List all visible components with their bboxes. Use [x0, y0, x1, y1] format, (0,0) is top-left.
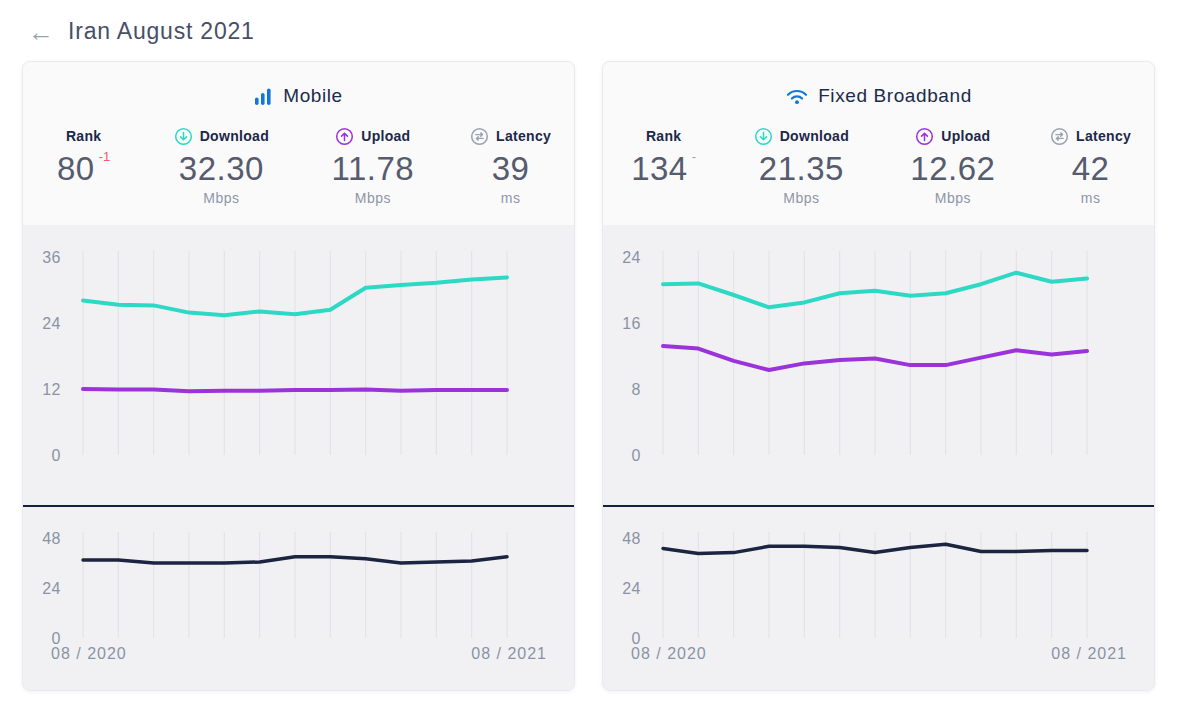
mobile-stats: Rank 80 -1 Download 32.30 Mbps: [23, 113, 574, 225]
stat-upload: Upload 11.78 Mbps: [298, 125, 447, 207]
cards-row: Mobile Rank 80-1 Download: [22, 61, 1155, 691]
signal-bars-icon: [254, 88, 274, 105]
svg-text:08 / 2020: 08 / 2020: [631, 645, 707, 662]
fixed-broadband-card: Fixed Broadband Rank 134- Download: [602, 61, 1155, 691]
download-unit: Mbps: [203, 190, 239, 207]
fixed-charts: 24 16 8 0 48 24 0 08 / 2020 08 / 2021: [603, 225, 1154, 690]
fixed-latency-chart: 4824008 / 202008 / 2021: [603, 507, 1154, 690]
svg-text:0: 0: [632, 447, 641, 464]
mobile-card: Mobile Rank 80 -1 Download: [22, 61, 575, 691]
svg-text:08 / 2021: 08 / 2021: [471, 645, 547, 662]
mobile-charts: 36 24 12 0 48 24 0 08 / 2020 08 / 2021: [23, 225, 574, 690]
page-header: ← Iran August 2021: [28, 18, 1155, 45]
rank-label: Rank: [66, 128, 101, 144]
upload-unit: Mbps: [355, 190, 391, 207]
svg-text:24: 24: [42, 315, 61, 332]
download-unit: Mbps: [783, 190, 819, 207]
card-title: Mobile: [283, 85, 343, 107]
svg-text:48: 48: [622, 530, 641, 547]
latency-label: Latency: [1076, 128, 1131, 144]
latency-value: 39: [492, 150, 530, 187]
svg-text:16: 16: [622, 315, 641, 332]
rank-change-badge: -1: [99, 149, 111, 164]
stat-latency: Latency 39 ms: [447, 125, 574, 207]
stat-upload: Upload 12.62 Mbps: [878, 125, 1027, 207]
mobile-latency-chart: 4824008 / 202008 / 2021: [23, 507, 574, 690]
fixed-card-top: Fixed Broadband Rank 134- Download: [603, 62, 1154, 225]
mobile-card-top: Mobile Rank 80 -1 Download: [23, 62, 574, 225]
upload-value: 11.78: [332, 150, 415, 187]
stat-rank: Rank 134-: [603, 125, 724, 207]
download-icon: [754, 127, 773, 146]
upload-value: 12.62: [910, 150, 995, 187]
download-value: 21.35: [759, 150, 844, 187]
stat-download: Download 32.30 Mbps: [144, 125, 298, 207]
svg-text:08 / 2020: 08 / 2020: [51, 645, 127, 662]
mobile-card-title-row: Mobile: [23, 79, 574, 113]
page-title: Iran August 2021: [68, 18, 255, 45]
upload-unit: Mbps: [935, 190, 971, 207]
upload-icon: [335, 127, 354, 146]
svg-text:24: 24: [42, 580, 61, 597]
download-value: 32.30: [179, 150, 264, 187]
download-icon: [174, 127, 193, 146]
wifi-icon: [785, 87, 809, 105]
download-label: Download: [780, 128, 849, 144]
download-label: Download: [200, 128, 269, 144]
stat-latency: Latency 42 ms: [1027, 125, 1154, 207]
rank-label: Rank: [646, 128, 681, 144]
latency-label: Latency: [496, 128, 551, 144]
svg-text:8: 8: [632, 381, 641, 398]
stat-download: Download 21.35 Mbps: [724, 125, 878, 207]
latency-value: 42: [1072, 150, 1110, 187]
stat-rank: Rank 80 -1: [23, 125, 144, 207]
rank-value: 80: [57, 150, 95, 187]
svg-text:48: 48: [42, 530, 61, 547]
upload-label: Upload: [361, 128, 410, 144]
fixed-stats: Rank 134- Download 21.35 Mbps: [603, 113, 1154, 225]
latency-icon: [1050, 127, 1069, 146]
svg-text:24: 24: [622, 249, 641, 266]
rank-value: 134: [631, 150, 688, 187]
upload-label: Upload: [941, 128, 990, 144]
mobile-speed-chart: 36 24 12 0: [23, 225, 574, 505]
latency-unit: ms: [1081, 190, 1101, 207]
svg-text:24: 24: [622, 580, 641, 597]
back-arrow-icon[interactable]: ←: [28, 19, 54, 45]
rank-change-badge: -: [692, 149, 696, 164]
svg-text:12: 12: [42, 381, 61, 398]
svg-text:08 / 2021: 08 / 2021: [1051, 645, 1127, 662]
svg-text:36: 36: [42, 249, 61, 266]
fixed-card-title-row: Fixed Broadband: [603, 79, 1154, 113]
page: ← Iran August 2021 Mobile: [0, 0, 1177, 691]
svg-text:0: 0: [52, 447, 61, 464]
fixed-speed-chart: 24 16 8 0: [603, 225, 1154, 505]
latency-icon: [470, 127, 489, 146]
upload-icon: [915, 127, 934, 146]
card-title: Fixed Broadband: [818, 85, 972, 107]
latency-unit: ms: [501, 190, 521, 207]
